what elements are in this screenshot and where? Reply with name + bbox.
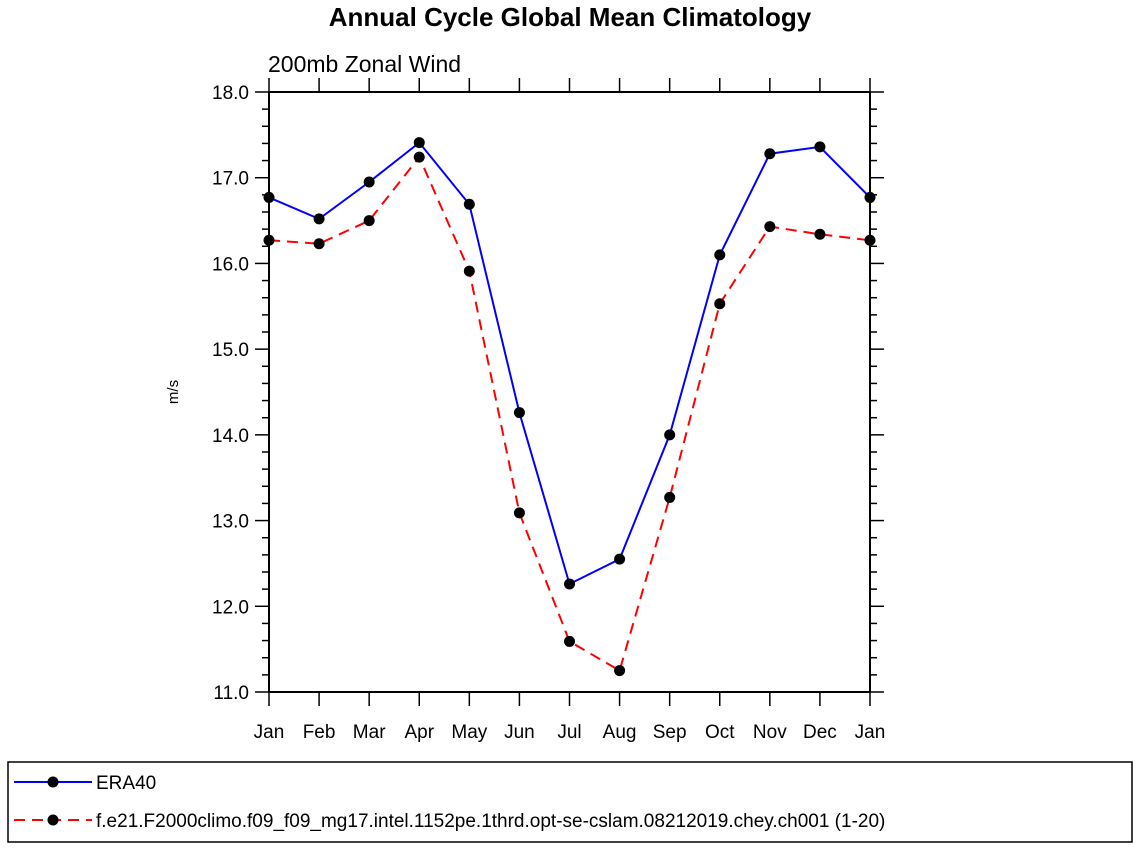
x-tick-label: Aug [603, 722, 637, 743]
series-2-point [363, 215, 375, 227]
series-1-point [814, 141, 826, 153]
y-tick-label: 13.0 [212, 512, 249, 533]
y-tick-label: 16.0 [212, 254, 249, 275]
x-tick-label: Feb [303, 722, 336, 743]
x-tick-label: Nov [753, 722, 787, 743]
x-tick-label: Mar [353, 722, 386, 743]
series-2-point [714, 298, 726, 310]
y-tick-label: 11.0 [213, 683, 249, 704]
chart-subtitle: 200mb Zonal Wind [268, 51, 461, 77]
series-2-point [313, 238, 325, 250]
series-1-point [764, 148, 776, 160]
x-tick-label: May [451, 722, 487, 743]
x-tick-label: Dec [803, 722, 837, 743]
series-2-point [614, 665, 626, 677]
y-tick-label: 17.0 [212, 169, 249, 190]
series-1-point [513, 407, 525, 419]
series-2-point [564, 635, 575, 647]
legend: ERA40 f.e21.F2000climo.f09_f09_mg17.intel… [7, 761, 1133, 843]
x-tick-label: Jun [504, 722, 535, 743]
legend-entry-2: f.e21.F2000climo.f09_f09_mg17.intel.1152… [96, 811, 885, 832]
legend-entry-1: ERA40 [96, 773, 156, 794]
series-1-point [263, 191, 275, 203]
series-1-point [564, 578, 575, 590]
series-2-point [864, 234, 876, 246]
series-line-1 [268, 141, 871, 586]
series-2-point [764, 221, 776, 233]
series-1-point [363, 176, 375, 188]
series-2-point [664, 491, 676, 503]
y-axis-label: m/s [165, 380, 182, 404]
series-2-point [413, 151, 425, 163]
y-tick-label: 12.0 [212, 597, 249, 618]
series-1-point [413, 137, 425, 149]
chart-title: Annual Cycle Global Mean Climatology [329, 2, 812, 32]
y-tick-label: 14.0 [212, 426, 249, 447]
series-1-point [313, 213, 325, 225]
series-1-point [614, 553, 626, 565]
series-1-point [463, 198, 475, 210]
x-tick-label: Apr [404, 722, 434, 743]
series-1-point [864, 191, 876, 203]
legend-marker-2 [47, 814, 59, 826]
series-2-point [814, 228, 826, 240]
x-tick-label: Jul [557, 722, 581, 743]
series-2-point [513, 507, 525, 519]
x-tick-label: Sep [653, 722, 687, 743]
legend-box [7, 761, 1133, 843]
plot-area: 11.0 12.0 13.0 14.0 15.0 16.0 17.0 18.0 Jan Feb Ma… [212, 78, 885, 743]
x-tick-label: Jan [855, 722, 886, 743]
series-1-point [714, 249, 726, 261]
x-tick-label: Oct [705, 722, 735, 743]
series-line-2 [268, 155, 871, 673]
series-1-point [664, 429, 676, 441]
y-tick-label: 18.0 [212, 83, 249, 104]
legend-marker-1 [47, 776, 59, 788]
plot-frame [268, 91, 871, 693]
x-tick-label: Jan [254, 722, 285, 743]
series-2-point [463, 265, 475, 277]
series-2-point [263, 234, 275, 246]
y-tick-label: 15.0 [212, 340, 249, 361]
